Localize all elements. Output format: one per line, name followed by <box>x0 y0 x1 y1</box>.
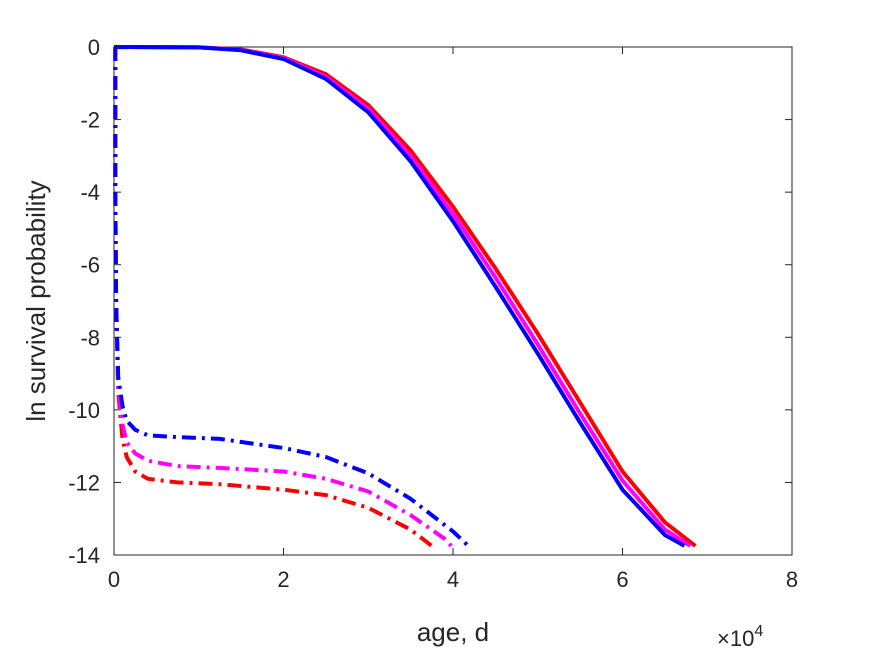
y-tick-label: -12 <box>68 470 100 495</box>
x-tick-label: 0 <box>108 567 120 592</box>
x-tick-label: 2 <box>277 567 289 592</box>
y-tick-label: -4 <box>80 180 100 205</box>
x-multiplier-exponent: 4 <box>754 623 763 640</box>
x-axis-multiplier: ×104 <box>717 623 763 651</box>
y-tick-label: -2 <box>80 108 100 133</box>
y-tick-label: 0 <box>88 35 100 60</box>
y-axis-label: ln survival probability <box>21 180 51 421</box>
tick-layer: 0 2 4 6 8 0 -2 -4 -6 -8 -10 -12 -14 <box>68 35 798 592</box>
y-tick-label: -14 <box>68 543 100 568</box>
series-line-4 <box>113 47 434 548</box>
plot-area <box>113 46 793 556</box>
y-tick-label: -8 <box>80 325 100 350</box>
series-line-3 <box>113 45 686 548</box>
y-tick-label: -6 <box>80 253 100 278</box>
x-tick-label: 4 <box>447 567 459 592</box>
x-tick-label: 6 <box>616 567 628 592</box>
x-multiplier-base: ×10 <box>717 626 754 651</box>
y-tick-label: -10 <box>68 398 100 423</box>
x-axis-label: age, d <box>417 617 489 647</box>
series-line-6 <box>113 47 470 548</box>
series-layer <box>113 45 697 548</box>
x-tick-label: 8 <box>786 567 798 592</box>
